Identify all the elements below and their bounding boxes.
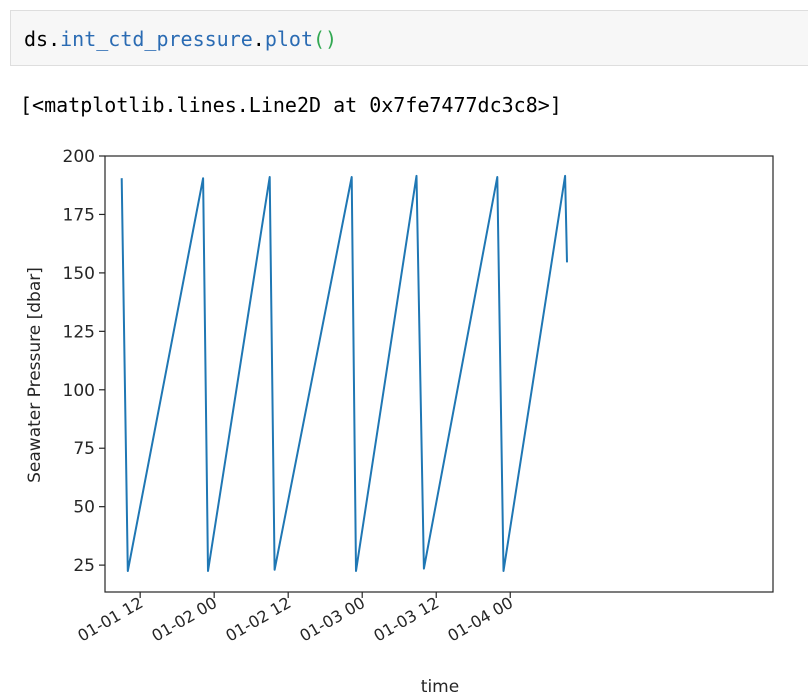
series-group — [120, 174, 568, 572]
x-axis: 01-01 12 01-02 00 01-02 12 01-03 00 01-03 12… — [74, 592, 516, 645]
code-dot: . — [252, 27, 265, 51]
output-text: [<matplotlib.lines.Line2D at 0x7fe7477dc… — [20, 93, 562, 117]
series-line-1 — [120, 174, 568, 572]
code-method: plot — [264, 27, 314, 51]
x-tick-label: 01-01 12 — [74, 593, 146, 645]
code-attribute: int_ctd_pressure — [60, 27, 253, 51]
x-tick-label: 01-02 00 — [148, 593, 220, 645]
code-cell[interactable]: ds.int_ctd_pressure.plot() — [10, 10, 808, 66]
y-tick-label: 100 — [63, 381, 95, 401]
y-tick-label: 200 — [63, 147, 95, 167]
y-tick-label: 175 — [63, 205, 95, 225]
x-axis-label: time — [421, 677, 459, 695]
code-parens: () — [313, 27, 338, 51]
code-line[interactable]: ds.int_ctd_pressure.plot() — [24, 27, 337, 51]
x-tick-label: 01-03 00 — [296, 593, 368, 645]
plot-frame — [104, 155, 774, 593]
y-axis: 25 50 75 100 125 150 175 200 — [63, 147, 105, 576]
y-tick-label: 150 — [63, 264, 95, 284]
code-dot: . — [48, 27, 61, 51]
y-tick-label: 50 — [73, 498, 95, 518]
x-tick-label: 01-04 00 — [444, 593, 516, 645]
y-tick-label: 75 — [73, 439, 95, 459]
x-tick-label: 01-03 12 — [370, 593, 442, 645]
code-object: ds — [24, 27, 49, 51]
y-axis-label: Seawater Pressure [dbar] — [25, 267, 45, 483]
y-tick-label: 125 — [63, 322, 95, 342]
y-tick-label: 25 — [73, 556, 95, 576]
plot-area — [104, 155, 774, 593]
x-tick-label: 01-02 12 — [222, 593, 294, 645]
